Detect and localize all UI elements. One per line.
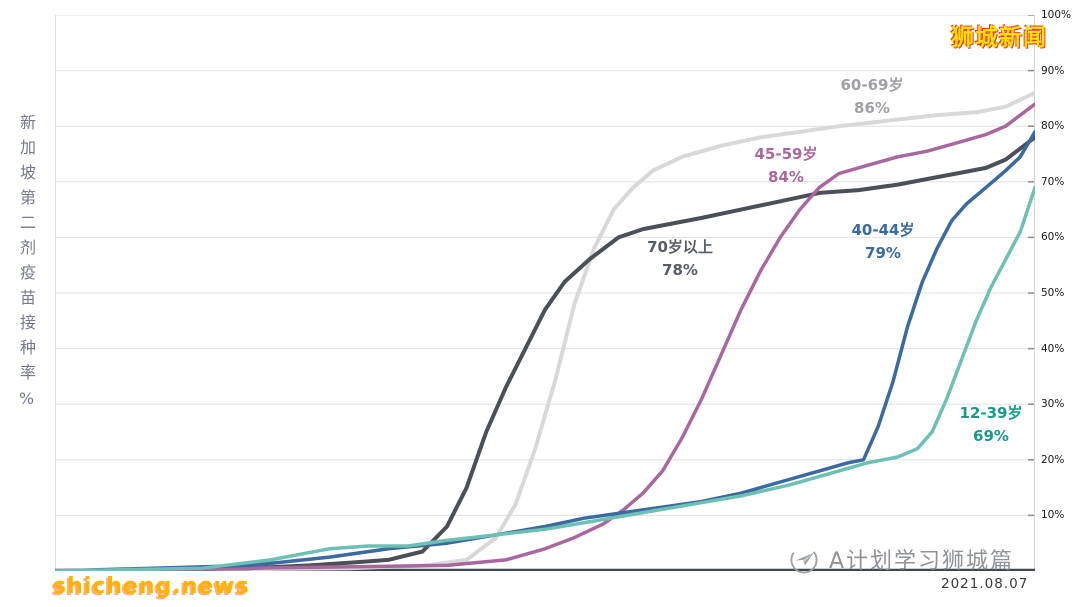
footer-logo-text: A计划学习狮城篇 — [829, 549, 1015, 574]
series-label-60-69: 60-69岁 86% — [822, 74, 922, 120]
series-label-70plus: 70岁以上 78% — [630, 236, 730, 282]
series-name: 70岁以上 — [647, 238, 713, 256]
y-axis-tick-label: 90% — [1041, 64, 1065, 77]
y-axis-tick-label: 100% — [1041, 9, 1072, 21]
y-axis-title: 新加坡第二剂疫苗接种率% — [17, 114, 36, 417]
series-name: 60-69岁 — [840, 76, 904, 94]
series-value: 69% — [973, 427, 1009, 445]
series-value: 79% — [865, 244, 901, 262]
watermark-top-right: 狮城新闻 — [951, 25, 1047, 51]
series-value: 84% — [768, 168, 804, 186]
series-name: 40-44岁 — [851, 221, 915, 239]
y-axis-tick-label: 20% — [1041, 453, 1065, 466]
y-axis-tick-label: 60% — [1041, 231, 1065, 244]
chart-plot-area — [55, 15, 1035, 571]
line-chart-svg — [55, 15, 1035, 571]
footer-logo: A计划学习狮城篇 — [786, 541, 1014, 577]
y-axis-tick-label: 70% — [1041, 175, 1065, 188]
series-label-12-39: 12-39岁 69% — [941, 402, 1041, 448]
series-value: 78% — [662, 261, 698, 279]
series-name: 12-39岁 — [959, 404, 1023, 422]
series-label-45-59: 45-59岁 84% — [736, 143, 836, 189]
paper-plane-logo-icon — [790, 546, 818, 574]
y-axis-labels: 100% 90% 80% 70% 60% 50% 40% 30% 20% 10% — [1041, 9, 1080, 571]
y-axis-tick-label: 40% — [1041, 342, 1065, 355]
watermark-bottom-left: shicheng.news — [53, 574, 250, 599]
y-axis-tick-label: 30% — [1041, 398, 1065, 411]
y-axis-tick-label: 50% — [1041, 287, 1065, 299]
y-axis-tick-label: 80% — [1041, 120, 1065, 133]
series-value: 86% — [854, 99, 890, 117]
y-axis-tick-label: 10% — [1041, 509, 1065, 522]
series-label-40-44: 40-44岁 79% — [833, 219, 933, 265]
chart-date: 2021.08.07 — [941, 576, 1029, 592]
series-name: 45-59岁 — [754, 145, 818, 163]
